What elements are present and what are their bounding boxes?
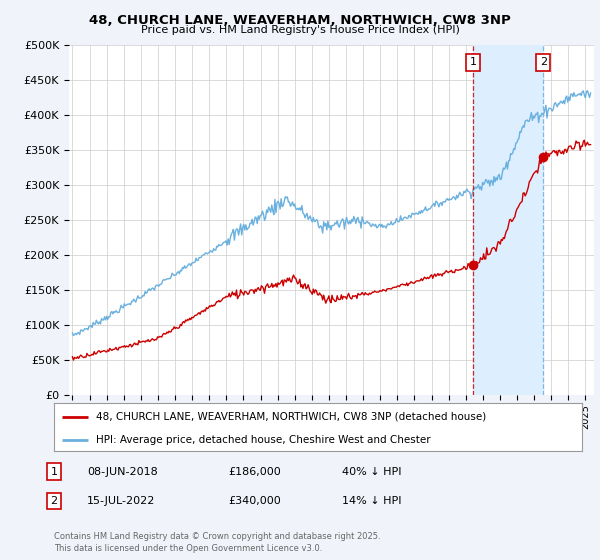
Text: £340,000: £340,000 [228,496,281,506]
Text: 14% ↓ HPI: 14% ↓ HPI [342,496,401,506]
Text: £186,000: £186,000 [228,466,281,477]
Text: 1: 1 [470,57,477,67]
Text: Contains HM Land Registry data © Crown copyright and database right 2025.
This d: Contains HM Land Registry data © Crown c… [54,533,380,553]
Text: 40% ↓ HPI: 40% ↓ HPI [342,466,401,477]
Text: 48, CHURCH LANE, WEAVERHAM, NORTHWICH, CW8 3NP (detached house): 48, CHURCH LANE, WEAVERHAM, NORTHWICH, C… [96,412,487,422]
Text: 15-JUL-2022: 15-JUL-2022 [87,496,155,506]
Text: Price paid vs. HM Land Registry's House Price Index (HPI): Price paid vs. HM Land Registry's House … [140,25,460,35]
Text: 08-JUN-2018: 08-JUN-2018 [87,466,158,477]
Text: 1: 1 [50,466,58,477]
Text: 2: 2 [50,496,58,506]
Bar [473,45,544,395]
Text: 2: 2 [540,57,547,67]
Text: 48, CHURCH LANE, WEAVERHAM, NORTHWICH, CW8 3NP: 48, CHURCH LANE, WEAVERHAM, NORTHWICH, C… [89,14,511,27]
Text: HPI: Average price, detached house, Cheshire West and Chester: HPI: Average price, detached house, Ches… [96,435,431,445]
